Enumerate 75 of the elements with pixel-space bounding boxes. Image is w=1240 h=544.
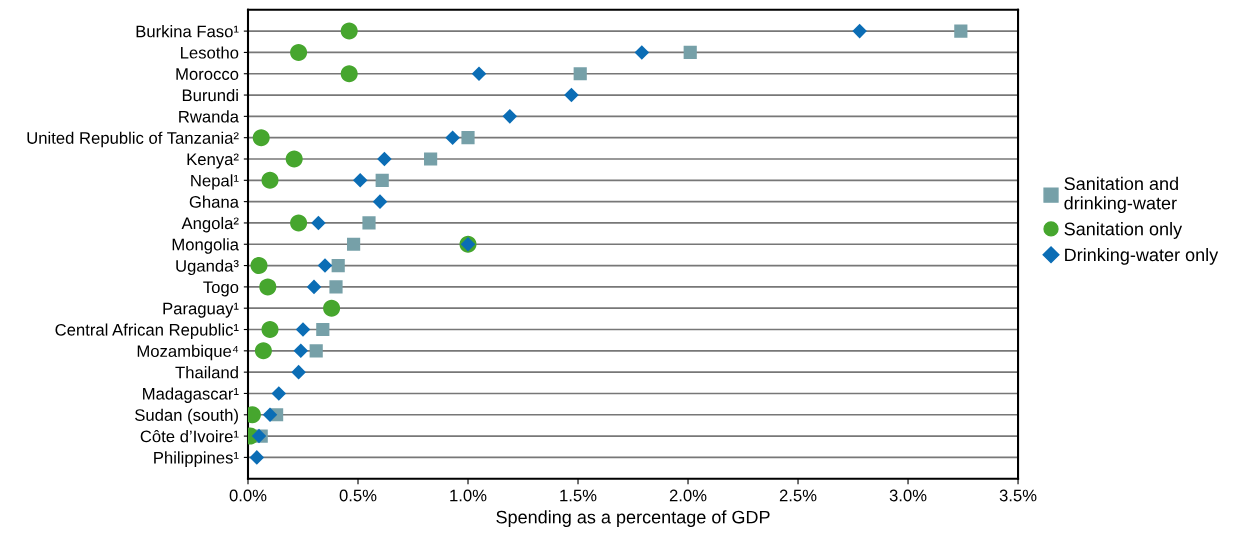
y-tick-label: Mongolia bbox=[172, 238, 239, 254]
y-tick-label: Philippines¹ bbox=[154, 451, 239, 467]
y-tick-label: United Republic of Tanzania² bbox=[27, 131, 239, 148]
point bbox=[852, 23, 867, 39]
point bbox=[311, 215, 326, 231]
point bbox=[340, 22, 358, 40]
x-tick-label: 2.0% bbox=[669, 489, 707, 502]
point bbox=[254, 342, 272, 360]
x-tick-label: 0.5% bbox=[339, 489, 377, 502]
point bbox=[252, 129, 270, 147]
y-tick-label: Mozambique⁴ bbox=[137, 344, 239, 361]
point bbox=[564, 87, 579, 103]
x-tick-label: 2.5% bbox=[779, 489, 817, 502]
y-tick-label: Morocco bbox=[176, 68, 239, 80]
point bbox=[306, 279, 322, 295]
point bbox=[309, 344, 323, 358]
y-tick-label: Ghana bbox=[189, 195, 239, 208]
legend-label: Drinking-water only bbox=[1065, 247, 1219, 265]
x-tick-label: 0.0% bbox=[229, 489, 267, 502]
point bbox=[372, 194, 388, 209]
point bbox=[340, 65, 358, 83]
point bbox=[293, 343, 309, 359]
x-tick-label: 3.0% bbox=[889, 489, 927, 502]
point bbox=[683, 45, 697, 60]
point bbox=[352, 173, 368, 188]
point bbox=[259, 278, 277, 296]
point bbox=[377, 151, 392, 167]
point bbox=[461, 131, 475, 145]
point bbox=[471, 66, 487, 82]
y-tick-label: Angola² bbox=[181, 216, 239, 233]
point bbox=[362, 216, 376, 230]
point bbox=[285, 150, 303, 168]
legend-label: Sanitation only bbox=[1064, 222, 1183, 239]
x-tick-label: 1.0% bbox=[450, 489, 487, 502]
point bbox=[295, 322, 311, 337]
y-tick-label: Nepal¹ bbox=[191, 174, 239, 190]
y-tick-label: Burkina Faso¹ bbox=[136, 25, 239, 38]
point bbox=[250, 257, 268, 275]
y-tick-label: Madagascar¹ bbox=[143, 387, 239, 403]
point bbox=[249, 450, 265, 465]
point bbox=[323, 299, 341, 317]
y-tick-label: Central African Republic¹ bbox=[55, 323, 239, 340]
point bbox=[317, 258, 333, 273]
x-tick-label: 3.5% bbox=[999, 489, 1037, 502]
point bbox=[573, 67, 587, 81]
y-tick-label: Togo bbox=[203, 281, 239, 297]
point bbox=[271, 386, 287, 401]
y-tick-label: Uganda³ bbox=[176, 259, 239, 276]
legend-label: Sanitation and drinking-water bbox=[1064, 176, 1178, 214]
point bbox=[634, 45, 650, 60]
point bbox=[424, 152, 438, 166]
point bbox=[261, 171, 279, 189]
point bbox=[262, 407, 278, 423]
x-axis-title: Spending as a percentage of GDP bbox=[496, 510, 770, 528]
y-tick-label: Rwanda bbox=[179, 110, 239, 123]
point bbox=[331, 258, 345, 273]
x-tick-label: 1.5% bbox=[560, 489, 597, 502]
point bbox=[291, 364, 306, 380]
point bbox=[316, 322, 330, 337]
y-tick-label: Sudan (south) bbox=[135, 408, 238, 425]
y-tick-label: Burundi bbox=[182, 89, 238, 102]
point bbox=[261, 321, 279, 339]
y-tick-label: Lesotho bbox=[181, 46, 239, 59]
point bbox=[329, 280, 343, 294]
point bbox=[954, 24, 968, 38]
point bbox=[290, 43, 308, 61]
point bbox=[290, 214, 308, 232]
point bbox=[502, 109, 518, 124]
y-tick-label: Kenya² bbox=[187, 153, 239, 169]
y-tick-label: Thailand bbox=[175, 366, 238, 379]
point bbox=[445, 130, 460, 145]
y-tick-label: Côte d’Ivoire¹ bbox=[140, 430, 239, 443]
point bbox=[375, 173, 389, 187]
point bbox=[347, 237, 361, 251]
y-tick-label: Paraguay¹ bbox=[163, 302, 239, 318]
